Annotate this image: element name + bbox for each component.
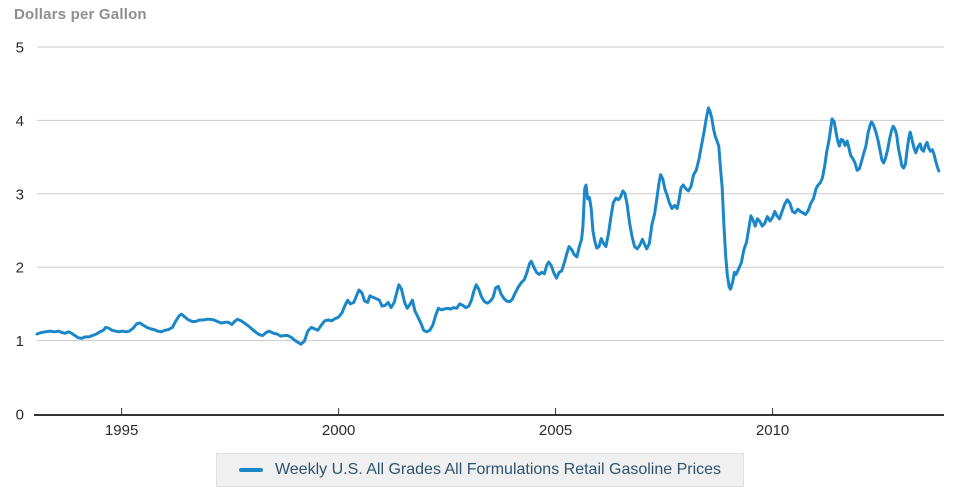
x-tick-label-2010: 2010: [756, 422, 789, 439]
y-tick-label-0: 0: [16, 407, 24, 424]
legend-item-gasoline-prices[interactable]: Weekly U.S. All Grades All Formulations …: [215, 453, 745, 487]
legend-label: Weekly U.S. All Grades All Formulations …: [274, 461, 722, 478]
y-tick-label-4: 4: [16, 113, 24, 130]
y-tick-label-3: 3: [16, 186, 24, 203]
plot-area: 0 1 2 3 4 5 1995 2000 2005 2010: [16, 40, 944, 439]
x-tick-label-2000: 2000: [322, 422, 355, 439]
y-tick-label-2: 2: [16, 260, 24, 277]
y-tick-label-1: 1: [16, 333, 24, 350]
x-tick-label-2005: 2005: [539, 422, 572, 439]
chart-container: Dollars per Gallon 0 1 2 3 4 5 1995 2000 2005 201…: [0, 6, 960, 487]
legend-line-marker: [238, 468, 263, 472]
x-tick-label-1995: 1995: [105, 422, 138, 439]
price-line: [35, 106, 941, 346]
y-tick-label-5: 5: [16, 40, 24, 57]
legend-row: Weekly U.S. All Grades All Formulations …: [0, 453, 960, 487]
chart-title: Dollars per Gallon: [14, 6, 147, 23]
